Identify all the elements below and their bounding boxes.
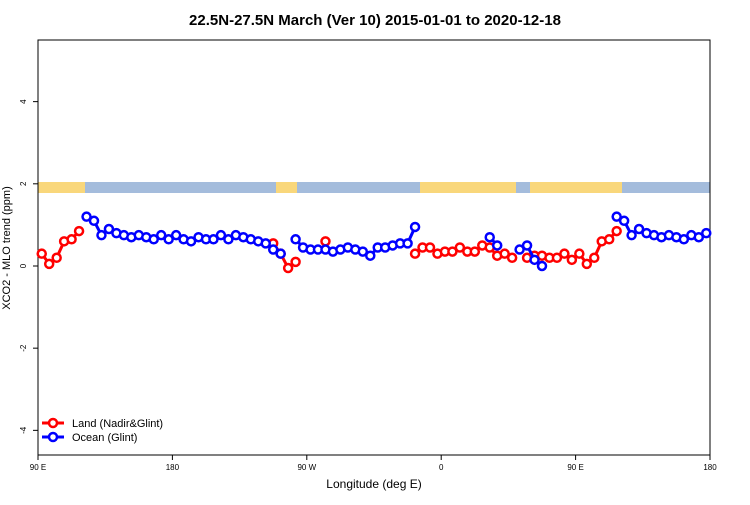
land-ocean-band bbox=[38, 182, 710, 193]
data-point bbox=[170, 229, 182, 241]
data-point bbox=[514, 244, 525, 255]
y-tick-label: -4 bbox=[19, 426, 28, 434]
x-tick-label: 180 bbox=[703, 463, 717, 472]
legend-marker bbox=[47, 431, 59, 443]
data-point bbox=[215, 229, 227, 241]
data-point bbox=[701, 227, 712, 239]
data-point bbox=[365, 250, 376, 261]
data-point bbox=[581, 258, 593, 270]
x-tick-label: 90 E bbox=[30, 463, 46, 472]
data-point bbox=[402, 238, 413, 249]
y-tick-label: 4 bbox=[19, 99, 28, 104]
x-tick-label: 90 E bbox=[567, 463, 583, 472]
data-point bbox=[633, 223, 645, 235]
data-point bbox=[73, 225, 85, 237]
data-point bbox=[223, 234, 234, 245]
data-point bbox=[103, 223, 115, 235]
data-point bbox=[51, 252, 62, 264]
land-band bbox=[276, 182, 297, 193]
plot-frame bbox=[37, 39, 711, 456]
land-band bbox=[420, 182, 516, 193]
x-axis-label: Longitude (deg E) bbox=[326, 477, 421, 491]
land-band bbox=[38, 182, 85, 193]
legend-label: Ocean (Glint) bbox=[72, 432, 137, 444]
data-point bbox=[290, 256, 301, 268]
data-point bbox=[43, 258, 55, 270]
x-tick-label: 0 bbox=[439, 463, 444, 472]
data-point bbox=[88, 215, 100, 227]
ocean-band bbox=[38, 182, 710, 193]
data-point bbox=[155, 229, 167, 241]
data-point bbox=[424, 242, 436, 253]
y-tick-label: 0 bbox=[19, 263, 28, 268]
data-point bbox=[267, 244, 279, 255]
x-tick-label: 90 W bbox=[297, 463, 316, 472]
data-point bbox=[603, 234, 615, 245]
data-point bbox=[521, 240, 533, 251]
y-tick-label: 2 bbox=[19, 181, 28, 186]
x-tick-label: 180 bbox=[166, 463, 180, 472]
land-band bbox=[530, 182, 622, 193]
data-point bbox=[282, 262, 294, 274]
data-point bbox=[551, 252, 563, 264]
data-point bbox=[357, 246, 369, 257]
data-point bbox=[409, 248, 421, 259]
data-point bbox=[469, 246, 481, 257]
data-point bbox=[611, 225, 622, 237]
data-point bbox=[260, 238, 271, 249]
y-axis-label: XCO2 - MLO trend (ppm) bbox=[1, 186, 13, 309]
data-point bbox=[275, 248, 286, 259]
data-point bbox=[148, 234, 159, 245]
data-point bbox=[96, 229, 107, 241]
data-point bbox=[693, 231, 705, 243]
data-point bbox=[626, 229, 637, 241]
legend-label: Land (Nadir&Glint) bbox=[72, 418, 163, 430]
data-point bbox=[208, 234, 219, 245]
data-point bbox=[536, 260, 548, 272]
data-point bbox=[566, 254, 578, 266]
data-point bbox=[678, 234, 690, 245]
data-point bbox=[491, 240, 503, 251]
y-tick-label: -2 bbox=[19, 344, 28, 352]
data-point bbox=[81, 211, 92, 222]
data-point bbox=[290, 234, 301, 245]
data-point bbox=[499, 248, 510, 259]
data-point bbox=[559, 248, 570, 259]
chart-title: 22.5N-27.5N March (Ver 10) 2015-01-01 to… bbox=[189, 12, 561, 29]
data-point bbox=[529, 254, 540, 266]
data-point bbox=[185, 236, 197, 247]
data-point bbox=[163, 234, 174, 245]
data-point bbox=[66, 234, 77, 245]
data-point bbox=[589, 252, 600, 264]
data-point bbox=[36, 248, 47, 259]
data-point bbox=[611, 211, 622, 222]
legend-marker bbox=[47, 417, 59, 429]
data-point bbox=[454, 242, 466, 253]
data-point bbox=[574, 248, 585, 259]
data-point bbox=[506, 252, 518, 264]
legend: Land (Nadir&Glint) Ocean (Glint) bbox=[42, 417, 163, 444]
data-point bbox=[320, 236, 331, 247]
data-point bbox=[484, 231, 495, 243]
data-point bbox=[618, 215, 630, 227]
data-point bbox=[447, 246, 458, 257]
data-point bbox=[409, 221, 421, 233]
